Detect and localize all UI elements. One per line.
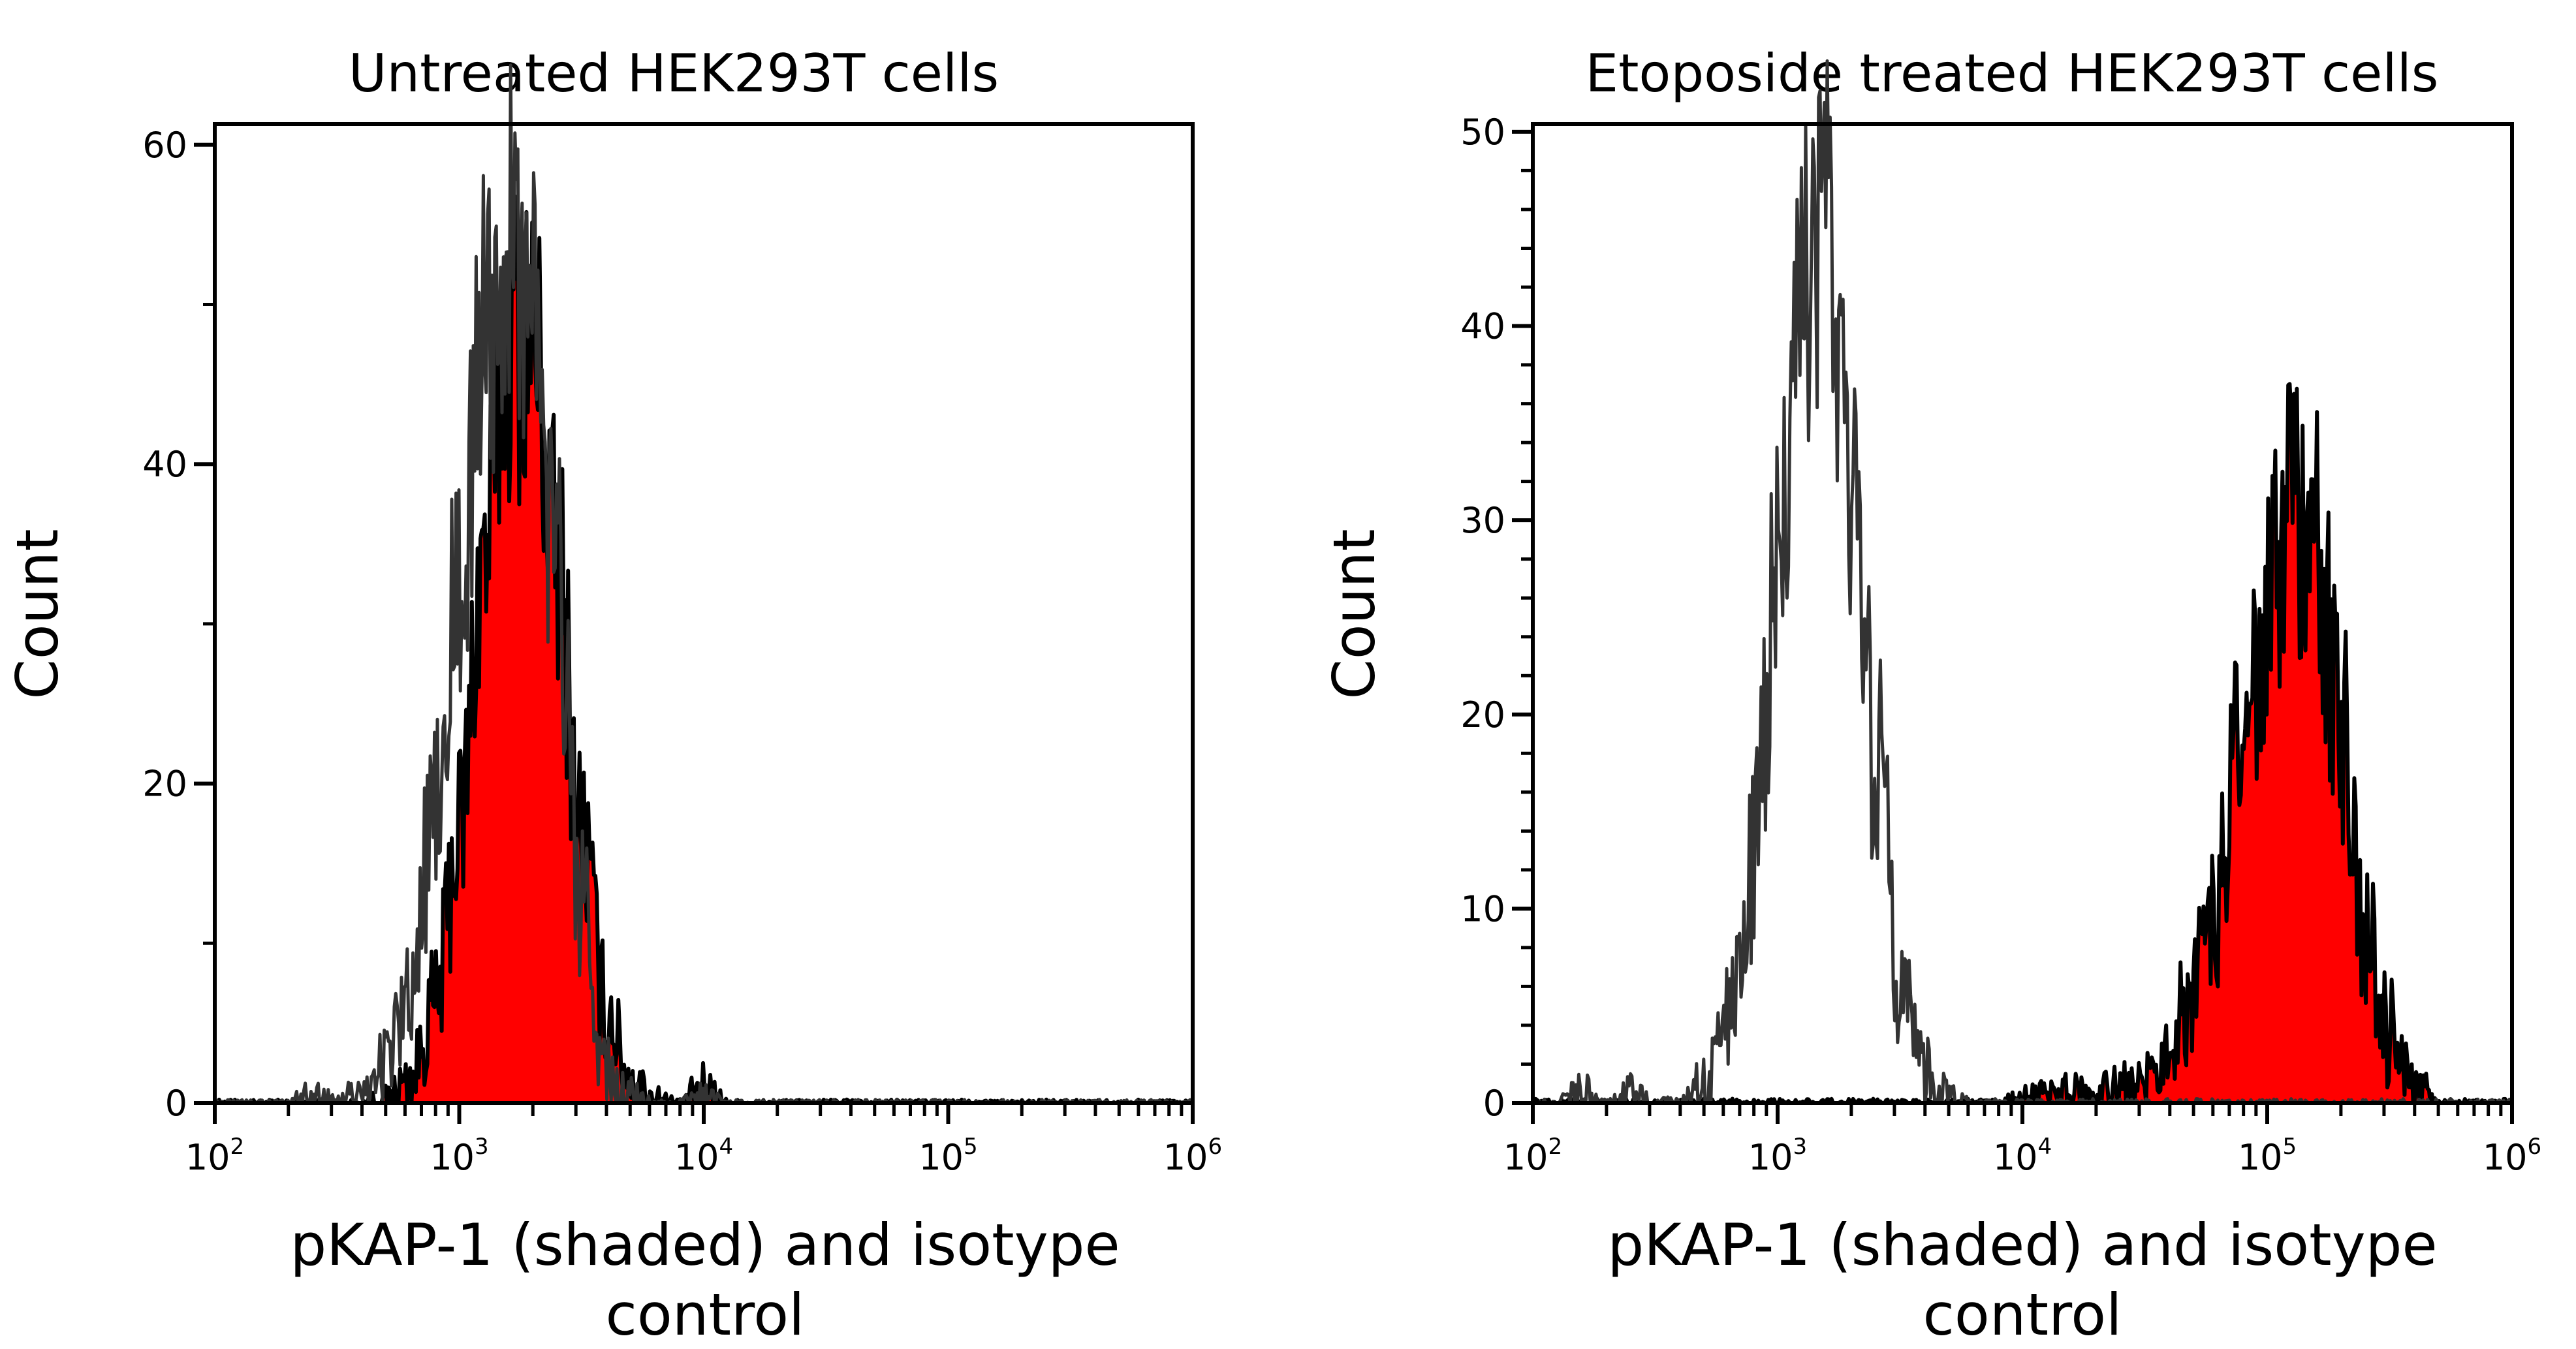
y-tick-label: 30 [1460, 500, 1505, 541]
x-tick-base: 10 [1748, 1137, 1793, 1178]
x-tick-label: 106 [1163, 1134, 1222, 1178]
y-tick-label: 60 [142, 125, 187, 166]
x-tick-exponent: 5 [2283, 1134, 2297, 1160]
x-axis-label-line-2: control [605, 1281, 804, 1348]
y-tick-label: 50 [1460, 112, 1505, 153]
x-tick-base: 10 [674, 1137, 719, 1178]
y-axis-label: Count [1321, 529, 1388, 699]
x-tick-label: 103 [430, 1134, 488, 1178]
y-tick-label: 20 [1460, 694, 1505, 736]
x-tick-base: 10 [1993, 1137, 2038, 1178]
series-fill-shaded [1533, 384, 2512, 1103]
y-tick-label: 0 [165, 1083, 187, 1124]
x-axis-label-line-2: control [1923, 1281, 2122, 1348]
x-tick-exponent: 6 [1208, 1134, 1223, 1160]
series-line-shaded [214, 194, 1193, 1105]
chart-etoposide: Etoposide treated HEK293T cells Count pK… [1321, 43, 2541, 1348]
x-tick-label: 102 [185, 1134, 244, 1178]
x-tick-label: 104 [674, 1134, 733, 1178]
y-tick-label: 20 [142, 764, 187, 805]
y-tick-label: 10 [1460, 888, 1505, 929]
x-tick-base: 10 [1163, 1137, 1208, 1178]
x-axis-label-line-1: pKAP-1 (shaded) and isotype [290, 1211, 1120, 1279]
x-tick-exponent: 3 [475, 1134, 489, 1160]
x-tick-exponent: 5 [964, 1134, 978, 1160]
x-tick-label: 106 [2483, 1134, 2541, 1178]
series-line-isotype [214, 63, 1192, 1105]
x-tick-exponent: 2 [230, 1134, 245, 1160]
chart-untreated: Untreated HEK293T cells Count pKAP-1 (sh… [4, 43, 1222, 1348]
x-tick-exponent: 2 [1548, 1134, 1563, 1160]
x-tick-label: 102 [1503, 1134, 1562, 1178]
x-tick-base: 10 [2238, 1137, 2283, 1178]
x-tick-exponent: 4 [719, 1134, 734, 1160]
x-tick-base: 10 [185, 1137, 230, 1178]
x-tick-label: 103 [1748, 1134, 1807, 1178]
chart-title: Etoposide treated HEK293T cells [1586, 43, 2439, 104]
y-tick-label: 40 [142, 444, 187, 485]
x-tick-base: 10 [430, 1137, 475, 1178]
y-tick-label: 40 [1460, 306, 1505, 347]
x-tick-label: 104 [1993, 1134, 2052, 1178]
y-axis-label: Count [4, 529, 71, 699]
x-tick-exponent: 6 [2528, 1134, 2542, 1160]
x-tick-base: 10 [2483, 1137, 2528, 1178]
x-tick-base: 10 [919, 1137, 964, 1178]
x-tick-exponent: 4 [2038, 1134, 2052, 1160]
x-tick-base: 10 [1503, 1137, 1548, 1178]
chart-title: Untreated HEK293T cells [349, 43, 999, 104]
x-tick-label: 105 [919, 1134, 977, 1178]
y-tick-label: 0 [1483, 1083, 1505, 1124]
series-line-shaded [1532, 382, 2513, 1105]
series-fill-shaded [215, 196, 1193, 1104]
x-tick-exponent: 3 [1793, 1134, 1808, 1160]
plot-frame [213, 122, 1195, 1105]
x-axis-label-line-1: pKAP-1 (shaded) and isotype [1607, 1211, 2437, 1279]
x-tick-label: 105 [2238, 1134, 2297, 1178]
